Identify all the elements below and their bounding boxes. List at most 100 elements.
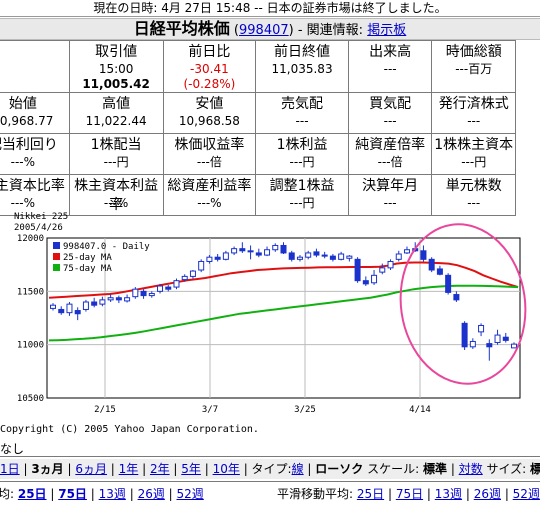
scale-log-link[interactable]: 対数 xyxy=(458,462,483,476)
candle xyxy=(99,299,106,305)
candle xyxy=(173,280,180,288)
stats-value: --- xyxy=(383,196,397,210)
candle xyxy=(371,274,378,284)
x-tick-label: 4/14 xyxy=(409,405,431,415)
candle xyxy=(189,270,196,277)
stats-value: 10,968.58 xyxy=(178,114,240,128)
stats-cell: 前日終値 11,035.83 xyxy=(255,40,349,93)
related-label: - 関連情報: xyxy=(297,23,364,38)
period-1日[interactable]: 1日 xyxy=(0,462,20,476)
bbs-link[interactable]: 掲示板 xyxy=(367,23,407,38)
candle xyxy=(247,250,254,253)
stats-label: 配当利回り xyxy=(0,137,58,153)
stats-cell: 安値 10,968.58 xyxy=(162,92,257,134)
candle xyxy=(436,268,443,275)
period-2年[interactable]: 2年 xyxy=(149,462,170,476)
period-5年[interactable]: 5年 xyxy=(181,462,201,476)
candle xyxy=(58,308,65,314)
stats-label: 株価収益率 xyxy=(174,137,245,153)
ma-link-13週[interactable]: 13週 xyxy=(98,487,126,501)
ma-line xyxy=(48,284,519,342)
stats-row: 取引値 15:00 11,005.42 前日比 -30.41 (-0.28%) 前日終値… xyxy=(0,40,516,93)
stats-value: 15:00 11,005.42 xyxy=(82,62,150,91)
ema-link-52週[interactable]: 52週 xyxy=(512,487,540,501)
ema-link-75日[interactable]: 75日 xyxy=(395,487,424,501)
stats-value: --- xyxy=(383,62,397,76)
candle xyxy=(255,252,262,256)
candle xyxy=(222,252,229,260)
stats-value: ---倍 xyxy=(196,155,222,169)
stats-label: 1株配当 xyxy=(90,137,142,153)
type-line-link[interactable]: 線 xyxy=(291,462,304,476)
annotation-circle xyxy=(399,223,527,385)
stats-cell: 純資産倍率 ---倍 xyxy=(347,133,433,175)
stats-cell: 高値 11,022.44 xyxy=(68,92,164,134)
plot-area xyxy=(46,237,521,399)
ema-link-25日[interactable]: 25日 xyxy=(356,487,385,501)
candle xyxy=(91,301,98,306)
copyright: Copyright (C) 2005 Yahoo Japan Corporati… xyxy=(0,424,259,435)
candle xyxy=(329,255,336,260)
stats-cell: 株主資本比率 ---% xyxy=(0,174,70,216)
stats-label: 総資産利益率 xyxy=(167,178,252,194)
candle xyxy=(354,258,361,282)
chart-controls: 1日 | 3ヵ月 | 6ヵ月 | 1年 | 2年 | 5年 | 10年 | タイ… xyxy=(0,459,540,479)
stats-cell: 売気配 --- xyxy=(255,92,349,134)
divider xyxy=(0,481,540,482)
period-1年[interactable]: 1年 xyxy=(118,462,139,476)
stats-label: 時価総額 xyxy=(445,44,502,60)
x-tick-label: 3/25 xyxy=(294,405,316,415)
stats-cell: 決算年月 --- xyxy=(347,174,433,216)
stats-label xyxy=(0,43,69,62)
divider xyxy=(0,16,540,17)
stats-row: 始値10,968.77高値11,022.44安値10,968.58売気配---買… xyxy=(0,92,516,134)
stats-label: 前日比 xyxy=(188,44,231,60)
candle xyxy=(321,254,328,257)
stats-cell: 配当利回り ---% xyxy=(0,133,70,175)
candle xyxy=(420,250,427,260)
candle xyxy=(181,275,188,281)
period-6ヵ月[interactable]: 6ヵ月 xyxy=(75,462,107,476)
stats-cell: 株主資本利益率 ---% xyxy=(68,174,164,216)
stats-cell: 1株利益 ---円 xyxy=(255,133,349,175)
stats-label: 純資産倍率 xyxy=(355,137,426,153)
market-status: 現在の日時: 4月 27日 15:48 -- 日本の証券市場は終了しました。 xyxy=(93,1,447,15)
y-tick-label: 10500 xyxy=(17,394,44,404)
size-label: サイズ: xyxy=(486,462,527,476)
no-info-text: なし xyxy=(0,442,25,456)
ma-link-26週[interactable]: 26週 xyxy=(137,487,165,501)
stats-cell: 総資産利益率 ---% xyxy=(162,174,257,216)
stats-label: 安値 xyxy=(195,96,224,112)
stats-value: ---% xyxy=(10,196,36,210)
ema-link-13週[interactable]: 13週 xyxy=(434,487,463,501)
candle xyxy=(115,297,122,301)
stats-label: 取引値 xyxy=(95,44,138,60)
index-code-link[interactable]: 998407 xyxy=(239,23,289,38)
candle xyxy=(124,297,131,302)
candle xyxy=(453,294,460,301)
legend-label: 75-day MA xyxy=(63,264,112,274)
candle xyxy=(198,260,205,271)
ma-link-75日[interactable]: 75日 xyxy=(58,487,87,501)
candle xyxy=(502,336,509,341)
candle xyxy=(469,340,476,348)
ema-right-group: 平滑移動平均: 25日 | 75日 | 13週 | 26週 | 52週 xyxy=(277,487,540,501)
ma-link-52週[interactable]: 52週 xyxy=(176,487,204,501)
stats-value: ---% xyxy=(10,155,36,169)
size-standard-current: 標 xyxy=(530,462,540,476)
candle xyxy=(428,258,435,271)
stats-cell: 前日比 -30.41 (-0.28%) xyxy=(162,40,257,93)
x-tick-label: 2/15 xyxy=(94,405,116,415)
x-tick-label: 3/7 xyxy=(202,405,218,415)
stats-row: 配当利回り ---% 1株配当 ---円 株価収益率 ---倍 1株利益 ---円 純資産倍率 -… xyxy=(0,133,516,175)
stats-cell: 取引値 15:00 11,005.42 xyxy=(68,40,164,93)
price-chart: Nikkei 225 2005/4/26 12000 11500 11000 10500 2… xyxy=(0,208,540,440)
period-10年[interactable]: 10年 xyxy=(212,462,240,476)
stats-value: ---円 xyxy=(289,155,315,169)
stats-label: 高値 xyxy=(102,96,131,112)
ema-link-26週[interactable]: 26週 xyxy=(473,487,501,501)
ma-link-25日[interactable]: 25日 xyxy=(17,487,47,501)
ma-left-group: 平均: 25日 | 75日 | 13週 | 26週 | 52週 xyxy=(0,484,204,504)
candle xyxy=(313,251,320,256)
